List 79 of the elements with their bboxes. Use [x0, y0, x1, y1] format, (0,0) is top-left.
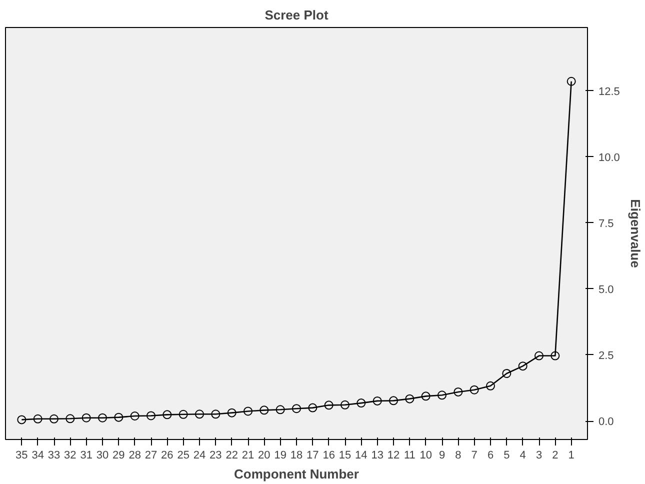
x-tick-label: 1 — [568, 450, 574, 462]
point — [438, 390, 446, 400]
point — [518, 362, 528, 371]
point — [324, 400, 334, 410]
x-tick-label: 24 — [193, 450, 206, 462]
x-tick-label: 35 — [16, 450, 28, 462]
x-tick-label: 6 — [487, 450, 494, 462]
x-tick-label: 20 — [258, 450, 270, 462]
y-tick-label: 7.5 — [598, 218, 614, 230]
point — [114, 412, 124, 422]
x-tick-label: 32 — [64, 450, 76, 462]
x-tick-label: 2 — [552, 450, 558, 462]
x-tick-label: 23 — [210, 450, 222, 462]
point — [130, 412, 140, 420]
point — [405, 394, 414, 404]
point — [502, 368, 512, 378]
point — [66, 414, 75, 424]
x-tick-label: 27 — [144, 450, 158, 462]
x-tick-label: 14 — [355, 450, 368, 462]
point — [356, 398, 366, 408]
x-tick-label: 29 — [112, 450, 125, 462]
point — [292, 404, 301, 414]
point — [244, 406, 252, 416]
y-axis-title: Eigenvalue — [628, 199, 643, 268]
x-tick-label: 7 — [471, 450, 478, 462]
x-tick-label: 12 — [387, 450, 400, 462]
point — [421, 392, 430, 401]
point — [340, 400, 350, 410]
y-tick-label: 5.0 — [598, 284, 614, 296]
x-tick-label: 31 — [80, 450, 92, 462]
point — [98, 413, 107, 422]
point — [486, 381, 495, 390]
x-tick-label: 4 — [520, 450, 526, 462]
x-tick-label: 17 — [306, 450, 319, 462]
point — [308, 403, 318, 412]
point — [146, 411, 156, 420]
point — [534, 351, 544, 360]
x-tick-label: 9 — [438, 450, 446, 462]
x-tick-label: 11 — [404, 450, 416, 462]
y-tick-label: 12.5 — [598, 86, 620, 98]
point — [276, 405, 285, 414]
point — [211, 410, 220, 419]
y-tick-label: 10.0 — [598, 152, 620, 164]
point — [227, 408, 236, 418]
x-axis-title: Component Number — [234, 466, 359, 482]
x-tick-label: 21 — [242, 450, 254, 462]
x-tick-label: 19 — [274, 450, 286, 462]
chart-title: Scree Plot — [264, 8, 329, 22]
point — [389, 396, 398, 406]
x-tick-label: 22 — [226, 450, 238, 462]
x-tick-label: 30 — [96, 450, 109, 462]
point — [260, 406, 269, 415]
point — [566, 76, 576, 86]
x-tick-label: 33 — [48, 450, 60, 462]
y-tick-label: 0.0 — [598, 416, 614, 428]
x-tick-label: 25 — [177, 450, 190, 462]
x-tick-label: 28 — [128, 450, 141, 462]
y-tick-label: 2.5 — [598, 350, 614, 362]
point — [372, 396, 382, 406]
point — [178, 410, 188, 419]
x-tick-label: 18 — [290, 450, 303, 462]
x-tick-label: 3 — [536, 450, 542, 462]
point — [162, 410, 172, 420]
x-tick-label: 5 — [504, 450, 510, 462]
x-tick-label: 34 — [32, 450, 44, 462]
x-tick-label: 13 — [371, 450, 384, 462]
x-tick-label: 8 — [455, 450, 462, 462]
x-tick-label: 10 — [420, 450, 432, 462]
point — [195, 410, 204, 419]
point — [33, 414, 42, 424]
point — [17, 415, 26, 424]
point — [470, 385, 479, 394]
point — [550, 351, 560, 360]
point — [454, 387, 463, 396]
x-tick-label: 15 — [338, 450, 352, 462]
x-tick-label: 26 — [161, 450, 174, 462]
point — [50, 414, 58, 424]
point — [82, 413, 91, 422]
x-tick-label: 16 — [322, 450, 335, 462]
